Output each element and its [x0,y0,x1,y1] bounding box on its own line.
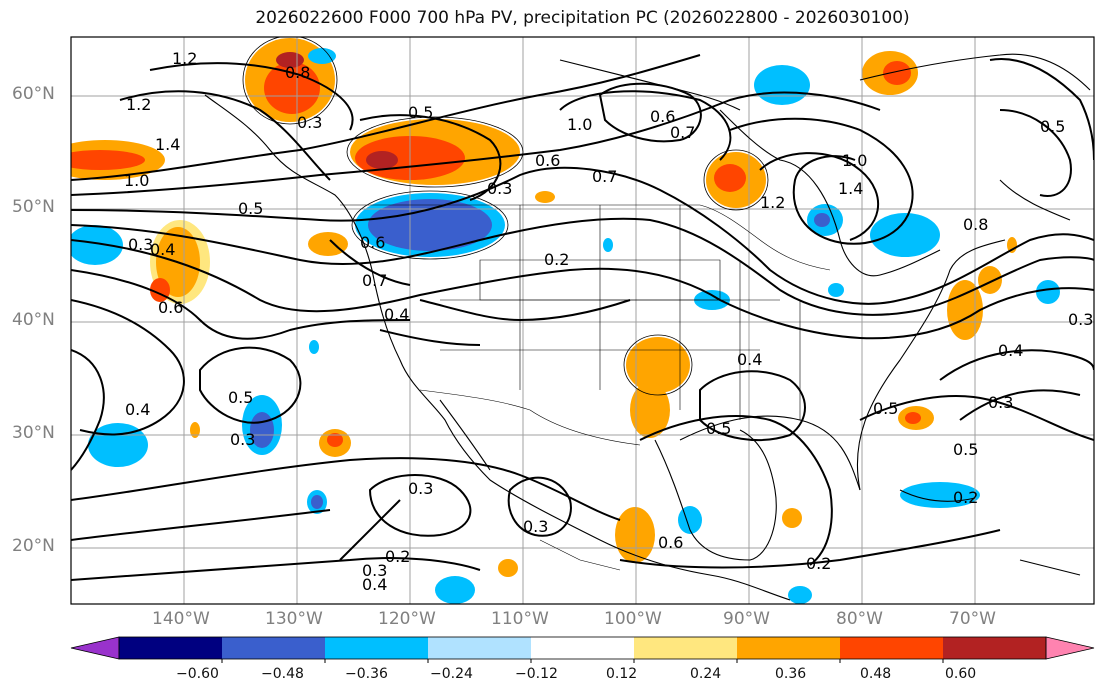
contour-label: 0.5 [706,419,731,438]
contour-label: 0.3 [988,393,1013,412]
contour-label: 1.4 [838,179,863,198]
lat-label: 40°N [12,310,55,330]
contour-label: 1.0 [124,171,149,190]
contour-label: 0.5 [228,388,253,407]
colorbar-segment [428,637,531,659]
contour-label: 1.2 [172,49,197,68]
contour-label: 0.5 [873,399,898,418]
contour-label: 1.0 [567,115,592,134]
colorbar-segment [943,637,1046,659]
colorbar-segments [70,636,1095,663]
contour-label: 0.5 [408,103,433,122]
contour-label: 0.6 [650,107,675,126]
contour-label: 0.2 [544,250,569,269]
colorbar-segment [840,637,943,659]
contour-label: 0.2 [953,488,978,507]
lon-label: 90°W [723,609,770,629]
thin-contours [242,37,769,396]
lat-label: 20°N [12,536,55,556]
contour-label: 0.4 [125,400,150,419]
colorbar-segment [634,637,737,659]
contour-label: 0.4 [362,575,387,594]
contour-label: 0.5 [1040,117,1065,136]
contour-label: 0.3 [1068,310,1093,329]
contour-label: 1.4 [155,135,180,154]
colorbar-extend-min [70,636,120,660]
contour-label: 0.3 [408,479,433,498]
colorbar-tick-label: −0.12 [515,666,558,682]
contour-label: 0.3 [230,430,255,449]
contour-label: 0.4 [150,240,175,259]
lon-label: 110°W [491,609,549,629]
colorbar-frame [118,636,1047,660]
political-borders [340,204,831,571]
contour-labels: 1.2 0.8 0.5 0.3 1.2 1.4 1.0 0.5 0.3 0.6 … [124,49,1093,594]
contour-label: 0.6 [360,233,385,252]
contour-label: 0.6 [658,533,683,552]
contour-label: 0.8 [285,63,310,82]
map-title: 2026022600 F000 700 hPa PV, precipitatio… [255,8,910,28]
contour-label: 1.0 [842,151,867,170]
lon-label: 130°W [265,609,323,629]
lat-label: 30°N [12,423,55,443]
colorbar-segment [222,637,325,659]
contour-label: 0.7 [592,167,617,186]
colorbar-tick-label: −0.60 [176,666,219,682]
pv-contours [71,54,1094,581]
contour-label: 0.3 [362,561,387,580]
colorbar-tick-label: −0.24 [430,666,473,682]
contour-label: 0.7 [670,123,695,142]
contour-label: 0.4 [998,341,1023,360]
contour-label: 0.2 [385,547,410,566]
lon-label: 70°W [949,609,996,629]
contour-label: 0.6 [158,298,183,317]
colorbar-tick-label: −0.48 [261,666,304,682]
colorbar-segment [531,637,634,659]
lon-label: 140°W [152,609,210,629]
contour-label: 0.6 [535,151,560,170]
contour-label: 0.2 [806,554,831,573]
colorbar-segment [737,637,840,659]
colorbar-segment [325,637,428,659]
contour-label: 0.3 [297,113,322,132]
colorbar-tick-label: 0.12 [606,666,638,682]
contour-label: 1.2 [126,95,151,114]
lat-label: 60°N [12,84,55,104]
contour-label: 0.3 [523,517,548,536]
contour-label: 0.3 [487,179,512,198]
contour-label: 1.2 [760,193,785,212]
contour-label: 0.5 [238,199,263,218]
map-frame [70,36,1095,605]
contour-label: 0.8 [963,215,988,234]
colorbar-tick-label: −0.36 [345,666,388,682]
lon-label: 120°W [378,609,436,629]
colorbar-extend-max [1045,636,1095,660]
colorbar-tick-label: 0.36 [775,666,807,682]
map-plot: 1.2 0.8 0.5 0.3 1.2 1.4 1.0 0.5 0.3 0.6 … [70,36,1095,605]
contour-label: 0.4 [737,350,762,369]
map-gridlines [71,37,1094,604]
colorbar-tick-label: 0.24 [690,666,722,682]
contour-label: 0.3 [128,235,153,254]
contour-label: 0.7 [362,271,387,290]
lat-label: 50°N [12,197,55,217]
colorbar-tick-label: 0.60 [945,666,977,682]
contour-label: 0.5 [953,440,978,459]
colorbar-tick-label: 0.48 [860,666,892,682]
contour-label: 0.4 [384,305,409,324]
colorbar-segment [119,637,222,659]
lon-label: 80°W [836,609,883,629]
lon-label: 100°W [604,609,662,629]
